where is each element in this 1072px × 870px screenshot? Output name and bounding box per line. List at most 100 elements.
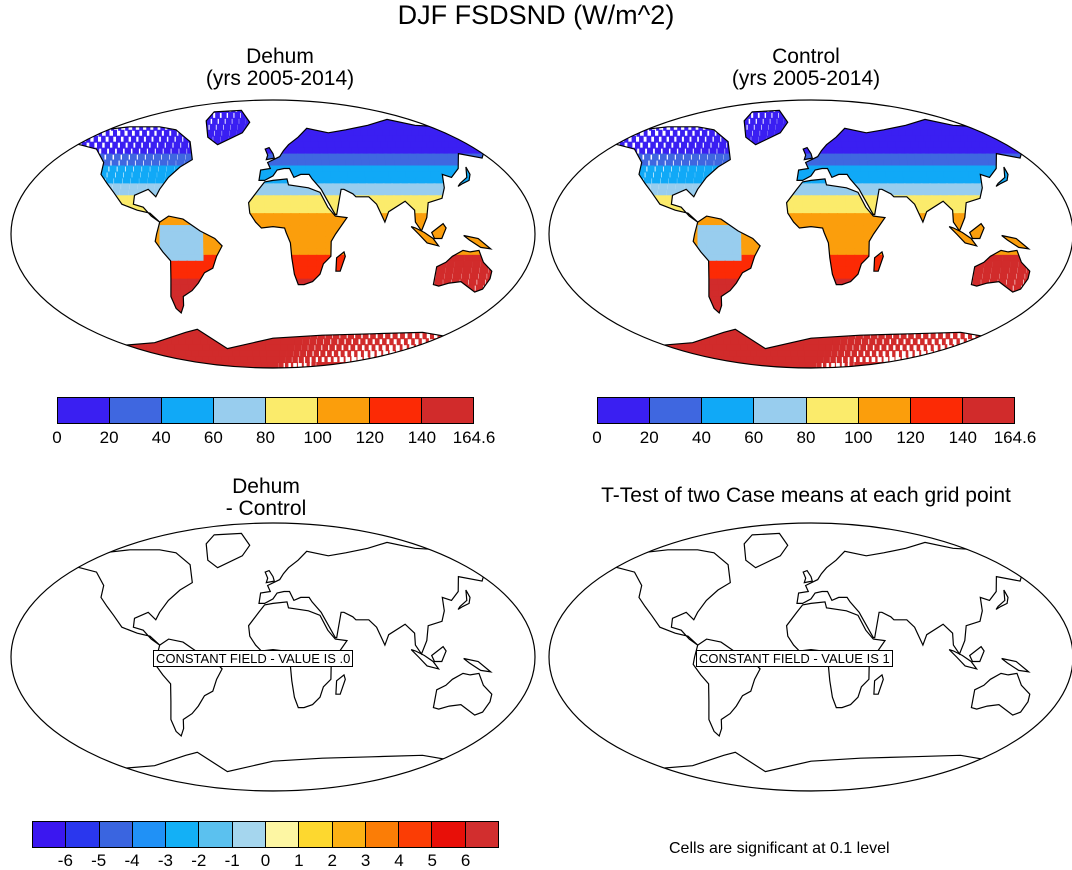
map-cell [75,267,86,274]
map-cell [42,273,53,280]
map-cell [477,130,491,137]
map-cell [329,124,339,131]
map-cell [50,273,61,280]
map-cell [91,213,100,220]
map-cell [174,326,185,333]
map-cell [142,231,152,238]
map-cell [134,213,143,220]
map-cell [402,308,409,315]
map-cell [499,320,503,327]
map-cell [343,231,353,238]
map-cell [91,261,101,268]
map-cell [205,285,215,292]
map-cell [437,320,442,327]
map-cell [180,183,189,190]
map-cell [70,183,78,190]
map-cell [321,308,329,315]
map-cell [499,249,508,256]
map-cell [292,112,301,119]
map-cell [247,237,257,244]
map-cell [209,154,217,161]
map-cell [75,201,84,208]
map-cell [499,177,511,184]
map-cell [358,279,367,286]
map-cell [112,100,139,107]
map-cell [329,124,339,131]
map-cell [100,106,107,113]
map-cell [101,320,113,327]
map-cell [180,183,189,190]
map-cell [29,243,39,250]
map-cell [87,285,98,292]
map-cell [29,225,39,232]
map-cell [221,219,231,226]
map-cell [478,166,490,173]
map-cell [90,219,99,226]
map-cell [62,285,73,292]
map-cell [213,195,222,202]
map-cell [125,243,135,250]
map-cell [430,297,437,304]
map-cell [96,285,107,292]
map-cell [122,291,133,298]
map-cell [104,112,107,119]
map-cell [298,291,307,298]
map-cell [451,308,457,315]
map-cell [142,302,153,309]
map-cell [398,291,406,298]
map-cell [489,261,498,268]
map-cell [446,112,463,119]
map-cell [248,177,257,184]
map-cell [501,183,512,190]
map-cell [164,148,171,155]
map-cell [256,267,266,274]
map-cell [429,213,439,220]
map-cell [306,302,315,309]
map-cell [64,225,74,232]
map-cell [401,279,409,286]
map-cell [378,225,388,232]
map-cell [37,243,47,250]
map-cell [148,148,155,155]
map-cell [402,267,411,274]
map-cell [83,201,92,208]
map-cell [35,154,40,161]
map-cell [244,130,252,137]
map-cell [321,314,329,321]
map-cell [108,249,118,256]
map-cell [453,195,464,202]
map-cell [86,279,97,286]
map-cell [422,297,429,304]
map-cell [254,112,261,119]
map-cell [264,261,274,268]
map-cell [389,297,397,304]
map-cell [257,160,266,167]
map-cell [224,166,233,173]
map-cell [156,320,167,327]
map-cell [73,219,82,226]
map-cell [43,326,57,333]
map-cell [461,195,472,202]
map-cell [79,285,90,292]
map-cell [247,237,257,244]
map-cell [505,297,511,304]
map-cell [178,100,193,107]
map-cell [490,136,504,143]
map-cell [322,124,332,131]
map-cell [161,136,167,143]
map-cell [233,314,243,321]
map-cell [315,124,325,131]
map-cell [238,243,248,250]
map-cell [507,308,512,315]
map-cell [38,219,47,226]
map-cell [492,320,496,327]
map-cell [62,285,73,292]
map-cell [516,291,523,298]
map-cell [76,118,78,125]
map-cell [82,314,94,321]
map-cell [145,279,155,286]
map-cell [97,326,110,333]
map-cell [265,297,274,304]
map-cell [440,112,457,119]
map-cell [455,297,462,304]
